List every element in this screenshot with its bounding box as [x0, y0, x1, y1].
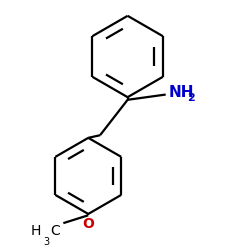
Text: H: H: [31, 224, 41, 238]
Text: 3: 3: [43, 237, 49, 247]
Text: 2: 2: [187, 94, 195, 104]
Text: NH: NH: [168, 85, 194, 100]
Text: O: O: [82, 216, 94, 230]
Text: C: C: [50, 224, 60, 238]
